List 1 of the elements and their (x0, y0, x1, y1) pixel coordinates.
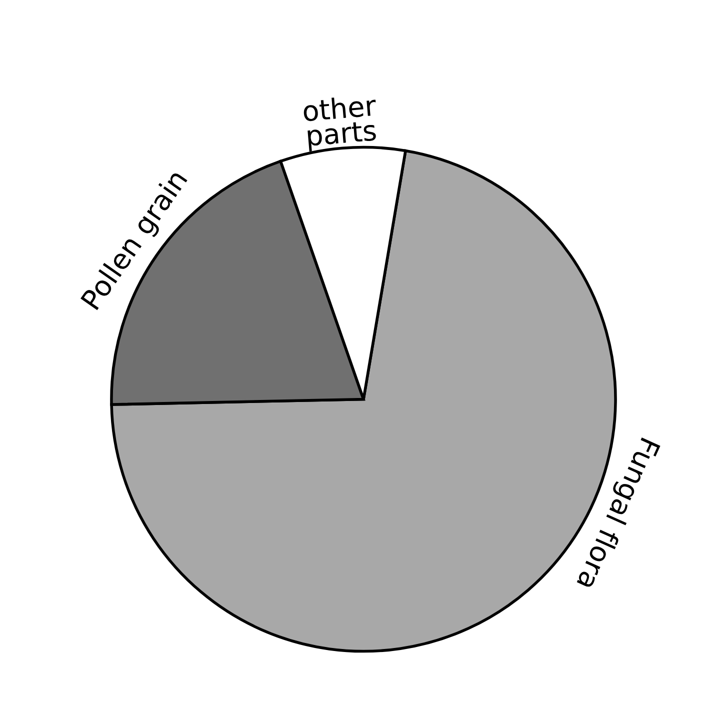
slice-label: other parts (302, 94, 377, 152)
